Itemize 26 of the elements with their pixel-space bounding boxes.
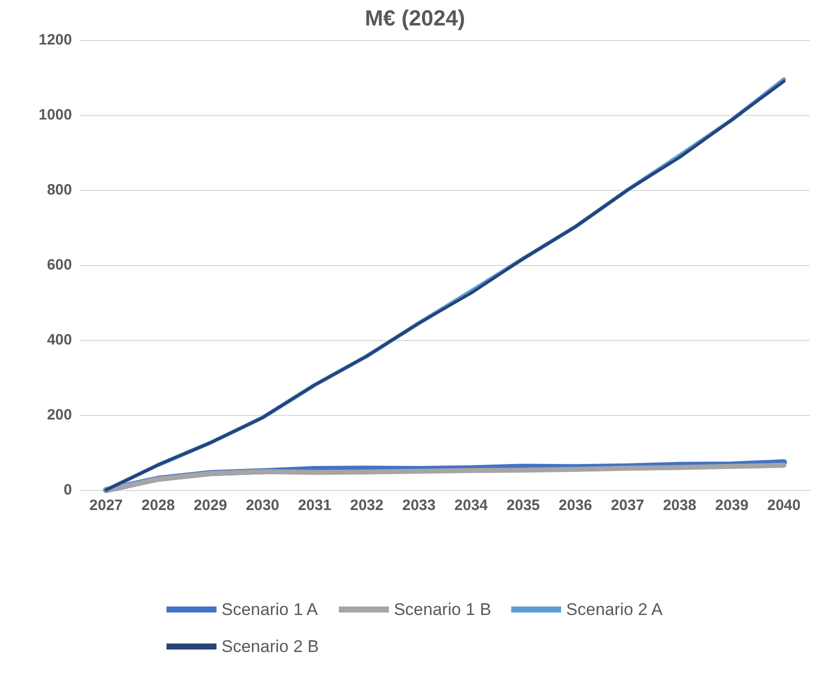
x-tick-label: 2027 (89, 497, 123, 514)
legend-label: Scenario 2 A (566, 600, 664, 619)
x-tick-label: 2030 (246, 497, 280, 514)
legend-label: Scenario 1 B (394, 600, 492, 619)
x-tick-label: 2037 (610, 497, 644, 514)
x-tick-label: 2040 (767, 497, 801, 514)
x-tick-label: 2028 (142, 497, 175, 514)
x-tick-label: 2032 (350, 497, 384, 514)
x-tick-label: 2036 (558, 497, 592, 514)
y-tick-label: 800 (46, 182, 72, 198)
legend-label: Scenario 1 A (222, 600, 319, 619)
x-tick-label: 2031 (298, 497, 332, 514)
y-tick-label: 0 (64, 482, 72, 498)
x-tick-label: 2029 (194, 497, 228, 514)
y-tick-label: 400 (46, 332, 72, 348)
x-tick-label: 2038 (662, 497, 696, 514)
x-tick-label: 2035 (506, 497, 540, 514)
y-tick-label: 1200 (38, 32, 72, 48)
legend-label: Scenario 2 B (222, 637, 319, 656)
x-tick-label: 2039 (715, 497, 748, 514)
x-tick-label: 2033 (402, 497, 436, 514)
x-tick-label: 2034 (454, 497, 488, 514)
y-tick-label: 1000 (38, 106, 72, 124)
y-tick-label: 600 (46, 256, 72, 274)
chart-title: M€ (2024) (364, 6, 466, 30)
y-tick-label: 200 (46, 406, 72, 424)
